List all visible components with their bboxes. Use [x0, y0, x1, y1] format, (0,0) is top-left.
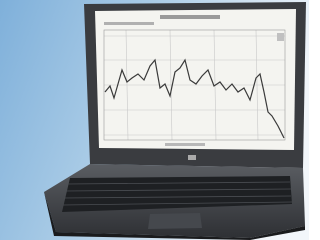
touchpad [148, 213, 202, 229]
screen-legend-blur [277, 33, 284, 41]
page: (() => { const data = JSON.parse(documen… [0, 0, 309, 240]
screen-title-blur [160, 15, 220, 19]
logo [188, 155, 196, 160]
screen-caption-blur [165, 143, 205, 146]
screen-subtitle-blur [104, 22, 154, 25]
photo [0, 0, 309, 240]
